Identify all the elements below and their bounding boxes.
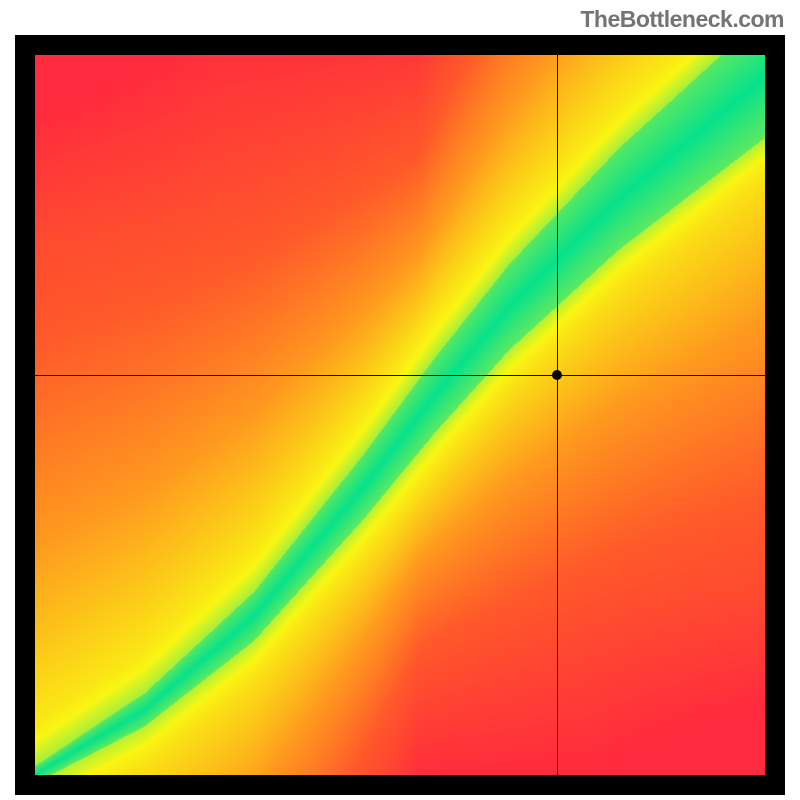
bottleneck-heatmap [35, 55, 765, 775]
crosshair-horizontal [35, 375, 765, 376]
chart-container: TheBottleneck.com [0, 0, 800, 800]
chart-frame [15, 35, 785, 795]
data-point-marker [552, 370, 562, 380]
crosshair-vertical [557, 55, 558, 775]
watermark-text: TheBottleneck.com [580, 6, 784, 33]
